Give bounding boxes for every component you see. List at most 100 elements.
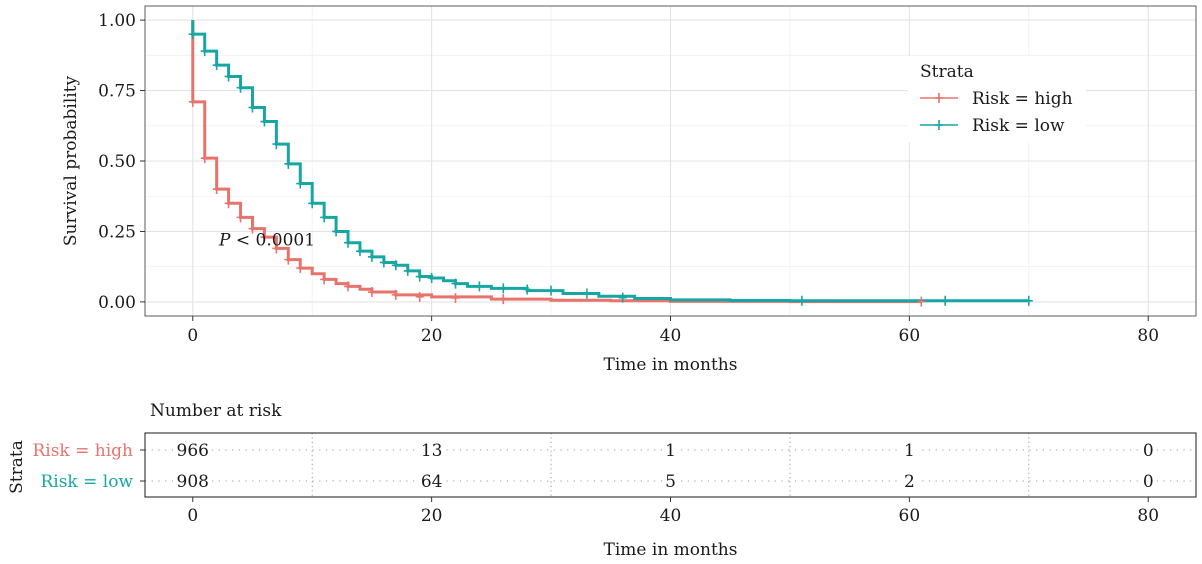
censor-mark-low xyxy=(391,260,400,271)
x-tick-label: 80 xyxy=(1137,326,1159,346)
risk-cell-value: 1 xyxy=(904,441,915,461)
censor-mark-low xyxy=(188,29,197,40)
censor-mark-high xyxy=(272,243,281,254)
censor-mark-high xyxy=(320,274,329,285)
risk-cell-value: 0 xyxy=(1143,472,1154,492)
censor-mark-low xyxy=(332,226,341,237)
risk-table-gridlines xyxy=(145,433,1196,497)
legend-label: Risk = high xyxy=(972,89,1073,109)
censor-mark-high xyxy=(917,296,926,307)
table-x-tick-label: 60 xyxy=(899,506,921,526)
p-value-symbol: P xyxy=(218,231,231,251)
censor-mark-high xyxy=(391,289,400,300)
censor-mark-low xyxy=(272,139,281,150)
censor-mark-high xyxy=(284,254,293,265)
risk-cell-bg xyxy=(1139,440,1157,460)
risk-table-rows: Risk = high 966 13 1 1 0 Risk = low 908 64 5 2 0 xyxy=(32,440,1157,492)
risk-cell-value: 0 xyxy=(1143,441,1154,461)
risk-table-x-ticks: 0 20 40 60 80 xyxy=(187,497,1159,526)
censor-mark-low xyxy=(618,292,627,303)
legend-items: Risk = high Risk = low xyxy=(920,89,1073,136)
censor-mark-low xyxy=(200,46,209,57)
y-tick-label: 0.75 xyxy=(98,82,136,102)
risk-cell-bg xyxy=(662,440,679,460)
censor-mark-low xyxy=(403,265,412,276)
table-x-tick-label: 20 xyxy=(421,506,443,526)
risk-cell-value: 13 xyxy=(421,441,443,461)
risk-cell-value: 1 xyxy=(665,441,676,461)
risk-table-title: Number at risk xyxy=(150,401,282,421)
censor-mark-low xyxy=(320,212,329,223)
censor-mark-low xyxy=(367,251,376,262)
risk-row-label: Risk = low xyxy=(40,472,133,492)
censor-mark-low xyxy=(797,295,806,306)
y-axis-title: Survival probability xyxy=(61,75,81,246)
p-value-annotation: P < 0.0001 xyxy=(218,231,315,251)
censor-mark-low xyxy=(260,116,269,127)
y-tick-label: 0.50 xyxy=(98,152,136,172)
legend-background xyxy=(908,56,1086,142)
x-tick-label: 40 xyxy=(660,326,682,346)
risk-cell-value: 966 xyxy=(177,441,209,461)
censor-mark-high xyxy=(499,294,508,305)
risk-cell-value: 908 xyxy=(177,472,209,492)
censor-mark-low xyxy=(475,281,484,292)
p-value-text: < 0.0001 xyxy=(231,231,316,251)
censor-mark-low xyxy=(499,283,508,294)
table-x-tick-label: 80 xyxy=(1137,506,1159,526)
censor-mark-low xyxy=(344,237,353,248)
censor-mark-high xyxy=(451,292,460,303)
censor-mark-low xyxy=(451,278,460,289)
survival-curves xyxy=(191,20,1029,304)
x-axis-title: Time in months xyxy=(604,355,738,375)
legend-key-cross xyxy=(935,93,943,103)
y-tick-label: 1.00 xyxy=(98,11,136,31)
censor-mark-high xyxy=(200,153,209,164)
y-tick-label: 0.00 xyxy=(98,293,136,313)
censor-marks xyxy=(188,29,1033,307)
censor-mark-low xyxy=(427,272,436,283)
legend-title: Strata xyxy=(920,62,974,82)
risk-cell-bg xyxy=(662,471,679,491)
censor-mark-low xyxy=(415,271,424,282)
risk-cell-bg xyxy=(900,471,918,491)
censor-mark-high xyxy=(224,198,233,209)
y-tick-label: 0.25 xyxy=(98,222,136,242)
risk-table-x-title: Time in months xyxy=(604,540,738,560)
censor-mark-low xyxy=(308,198,317,209)
table-x-tick-label: 0 xyxy=(187,506,198,526)
risk-cell-bg xyxy=(417,471,446,491)
censor-mark-high xyxy=(212,184,221,195)
risk-cell-bg xyxy=(173,440,213,460)
censor-mark-high xyxy=(188,96,197,107)
censor-mark-low xyxy=(523,284,532,295)
risk-cell-bg xyxy=(1139,471,1157,491)
risk-cell-value: 5 xyxy=(665,472,676,492)
censor-mark-high xyxy=(367,287,376,298)
table-x-tick-label: 40 xyxy=(660,506,682,526)
risk-cell-bg xyxy=(900,440,918,460)
censor-mark-low xyxy=(379,257,388,268)
legend-label: Risk = low xyxy=(972,116,1065,136)
censor-mark-low xyxy=(248,102,257,113)
legend: Strata Risk = high Risk = low xyxy=(908,56,1086,142)
x-tick-label: 20 xyxy=(421,326,443,346)
risk-cell-value: 64 xyxy=(421,472,443,492)
survival-curve-low xyxy=(191,20,1029,303)
censor-mark-low xyxy=(212,60,221,71)
censor-mark-low xyxy=(236,82,245,93)
x-tick-label: 60 xyxy=(899,326,921,346)
risk-cell-bg xyxy=(173,471,213,491)
risk-row-label: Risk = high xyxy=(32,441,133,461)
risk-cell-value: 2 xyxy=(904,472,915,492)
y-axis-ticks: 0.00 0.25 0.50 0.75 1.00 xyxy=(98,11,145,313)
risk-cell-bg xyxy=(417,440,446,460)
censor-mark-low xyxy=(941,295,950,306)
censor-mark-high xyxy=(248,223,257,234)
censor-mark-high xyxy=(260,232,269,243)
censor-mark-high xyxy=(415,291,424,302)
censor-mark-low xyxy=(582,288,591,299)
risk-table-y-title: Strata xyxy=(7,440,27,494)
censor-mark-low xyxy=(224,71,233,82)
